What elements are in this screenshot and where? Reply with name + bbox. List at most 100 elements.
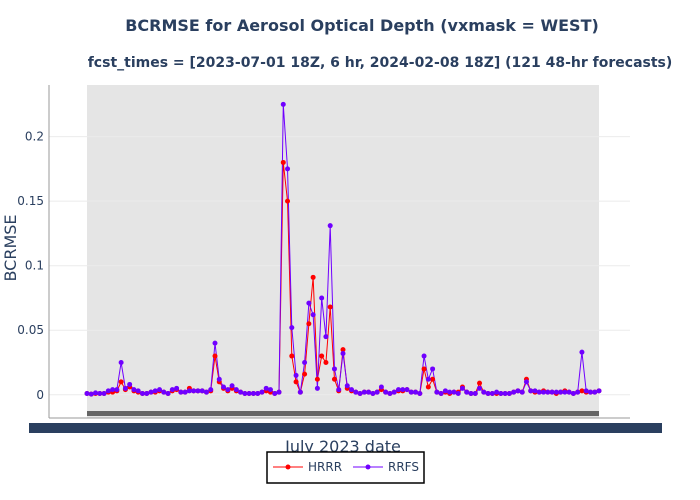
data-point-rrfs[interactable] (186, 388, 192, 394)
data-point-rrfs[interactable] (485, 390, 491, 396)
data-point-rrfs[interactable] (88, 391, 94, 397)
data-point-hrrr[interactable] (327, 304, 333, 310)
data-point-rrfs[interactable] (413, 389, 419, 395)
data-point-hrrr[interactable] (579, 388, 585, 394)
data-point-rrfs[interactable] (152, 388, 158, 394)
data-point-rrfs[interactable] (165, 390, 171, 396)
data-point-rrfs[interactable] (430, 366, 436, 372)
data-point-hrrr[interactable] (314, 376, 320, 382)
data-point-rrfs[interactable] (101, 390, 107, 396)
data-point-rrfs[interactable] (553, 389, 559, 395)
data-point-rrfs[interactable] (523, 379, 529, 385)
data-point-rrfs[interactable] (199, 388, 205, 394)
data-point-rrfs[interactable] (221, 384, 227, 390)
data-point-rrfs[interactable] (127, 381, 133, 387)
data-point-hrrr[interactable] (118, 379, 124, 385)
data-point-rrfs[interactable] (528, 388, 534, 394)
data-point-rrfs[interactable] (97, 390, 103, 396)
data-point-rrfs[interactable] (438, 390, 444, 396)
data-point-rrfs[interactable] (596, 388, 602, 394)
data-point-rrfs[interactable] (558, 389, 564, 395)
data-point-rrfs[interactable] (344, 383, 350, 389)
data-point-rrfs[interactable] (472, 390, 478, 396)
data-point-rrfs[interactable] (233, 387, 239, 393)
data-point-hrrr[interactable] (323, 360, 329, 365)
data-point-rrfs[interactable] (169, 387, 175, 393)
data-point-rrfs[interactable] (148, 389, 154, 395)
data-point-rrfs[interactable] (238, 389, 244, 395)
data-point-rrfs[interactable] (131, 387, 137, 393)
data-point-rrfs[interactable] (144, 390, 150, 396)
data-point-rrfs[interactable] (575, 389, 581, 395)
data-point-rrfs[interactable] (306, 300, 312, 306)
data-point-rrfs[interactable] (570, 390, 576, 396)
data-point-rrfs[interactable] (229, 383, 235, 389)
data-point-hrrr[interactable] (340, 347, 346, 353)
data-point-rrfs[interactable] (536, 389, 542, 395)
data-point-rrfs[interactable] (314, 385, 320, 391)
data-point-rrfs[interactable] (370, 390, 376, 396)
data-point-rrfs[interactable] (246, 390, 252, 396)
legend-item-rrfs[interactable]: RRFS (353, 460, 419, 474)
data-point-rrfs[interactable] (391, 389, 397, 395)
data-point-rrfs[interactable] (366, 389, 372, 395)
data-point-rrfs[interactable] (494, 389, 500, 395)
data-point-rrfs[interactable] (417, 390, 423, 396)
data-point-rrfs[interactable] (84, 390, 90, 396)
data-point-rrfs[interactable] (216, 376, 222, 382)
data-point-hrrr[interactable] (289, 353, 295, 359)
data-point-rrfs[interactable] (255, 390, 261, 396)
data-point-rrfs[interactable] (464, 389, 470, 395)
data-point-rrfs[interactable] (481, 389, 487, 395)
data-point-rrfs[interactable] (336, 387, 342, 393)
data-point-rrfs[interactable] (477, 385, 483, 391)
data-point-rrfs[interactable] (178, 389, 184, 395)
data-point-rrfs[interactable] (195, 388, 201, 394)
data-point-rrfs[interactable] (404, 387, 410, 393)
data-point-rrfs[interactable] (208, 387, 214, 393)
data-point-rrfs[interactable] (289, 325, 295, 331)
data-point-rrfs[interactable] (267, 387, 273, 393)
data-point-rrfs[interactable] (212, 340, 218, 346)
data-point-rrfs[interactable] (353, 389, 359, 395)
data-point-rrfs[interactable] (545, 389, 551, 395)
data-point-rrfs[interactable] (468, 390, 474, 396)
data-point-rrfs[interactable] (459, 385, 465, 391)
data-point-hrrr[interactable] (331, 376, 337, 382)
data-point-rrfs[interactable] (110, 387, 116, 393)
data-point-rrfs[interactable] (323, 334, 329, 340)
data-point-hrrr[interactable] (425, 384, 431, 390)
data-point-rrfs[interactable] (502, 390, 508, 396)
data-point-rrfs[interactable] (451, 389, 457, 395)
data-point-rrfs[interactable] (498, 390, 504, 396)
data-point-rrfs[interactable] (280, 101, 286, 107)
data-point-rrfs[interactable] (434, 389, 440, 395)
data-point-rrfs[interactable] (182, 389, 188, 395)
data-point-rrfs[interactable] (387, 390, 393, 396)
data-point-rrfs[interactable] (378, 384, 384, 390)
data-point-rrfs[interactable] (242, 390, 248, 396)
data-point-hrrr[interactable] (306, 321, 312, 327)
data-point-rrfs[interactable] (263, 385, 269, 391)
data-point-rrfs[interactable] (489, 390, 495, 396)
data-point-rrfs[interactable] (157, 387, 163, 393)
data-point-rrfs[interactable] (297, 389, 303, 395)
data-point-rrfs[interactable] (118, 360, 124, 365)
data-point-rrfs[interactable] (583, 388, 589, 394)
data-point-hrrr[interactable] (212, 353, 218, 359)
data-point-hrrr[interactable] (280, 159, 286, 165)
data-point-rrfs[interactable] (425, 376, 431, 382)
data-point-rrfs[interactable] (541, 389, 547, 395)
data-point-rrfs[interactable] (455, 390, 461, 396)
data-point-hrrr[interactable] (310, 274, 316, 280)
data-point-rrfs[interactable] (400, 387, 406, 393)
data-point-rrfs[interactable] (421, 353, 427, 359)
data-point-rrfs[interactable] (135, 388, 141, 394)
data-point-rrfs[interactable] (203, 389, 209, 395)
data-point-rrfs[interactable] (506, 390, 512, 396)
data-point-rrfs[interactable] (250, 390, 256, 396)
data-point-rrfs[interactable] (293, 372, 299, 378)
data-point-rrfs[interactable] (105, 388, 111, 394)
data-point-rrfs[interactable] (408, 389, 414, 395)
data-point-hrrr[interactable] (319, 353, 325, 359)
